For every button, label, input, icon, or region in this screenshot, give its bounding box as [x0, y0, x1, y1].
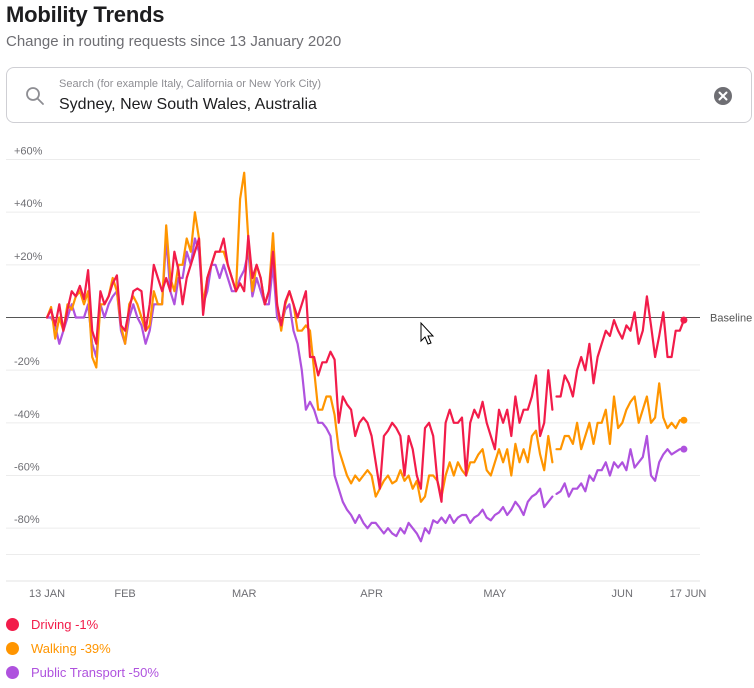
- y-tick-label: -60%: [14, 461, 40, 473]
- y-tick-label: -80%: [14, 514, 40, 526]
- mobility-chart: +60% +40% +20% -20% -40% -60% -80% Baseline 13 J…: [6, 146, 752, 600]
- y-tick-label: -20%: [14, 356, 40, 368]
- legend-dot-driving: [6, 618, 19, 631]
- search-box[interactable]: Search (for example Italy, California or…: [6, 67, 752, 123]
- legend-label-driving: Driving -1%: [31, 617, 99, 632]
- page-subtitle: Change in routing requests since 13 Janu…: [6, 33, 342, 50]
- legend-label-walking: Walking -39%: [31, 641, 111, 656]
- search-placeholder: Search (for example Italy, California or…: [59, 78, 322, 90]
- series-end-marker-public-transport: [680, 445, 688, 453]
- clear-icon: [718, 91, 728, 101]
- series-end-marker-driving: [680, 316, 688, 324]
- x-tick-label: FEB: [114, 588, 135, 600]
- x-tick-label: APR: [360, 588, 383, 600]
- y-tick-label: +60%: [14, 146, 43, 158]
- x-tick-label: MAR: [232, 588, 257, 600]
- page-title: Mobility Trends: [6, 2, 165, 27]
- legend-dot-public-transport: [6, 666, 19, 679]
- mouse-cursor-icon: [420, 321, 435, 345]
- clear-search-button[interactable]: [714, 87, 732, 105]
- series-line-driving: [45, 234, 685, 503]
- x-tick-label: MAY: [483, 588, 507, 600]
- search-input[interactable]: Sydney, New South Wales, Australia: [59, 96, 317, 113]
- search-icon: [26, 87, 44, 105]
- y-tick-label: +20%: [14, 251, 43, 263]
- x-tick-label: JUN: [612, 588, 633, 600]
- legend-label-public-transport: Public Transport -50%: [31, 665, 159, 680]
- baseline-label: Baseline: [710, 313, 752, 325]
- series-end-marker-walking: [680, 416, 688, 424]
- series-line-walking: [45, 171, 685, 503]
- x-tick-label: 13 JAN: [29, 588, 65, 600]
- y-tick-label: +40%: [14, 198, 43, 210]
- legend-dot-walking: [6, 642, 19, 655]
- y-tick-label: -40%: [14, 409, 40, 421]
- x-tick-label: 17 JUN: [670, 588, 707, 600]
- series-line-public-transport: [45, 237, 685, 543]
